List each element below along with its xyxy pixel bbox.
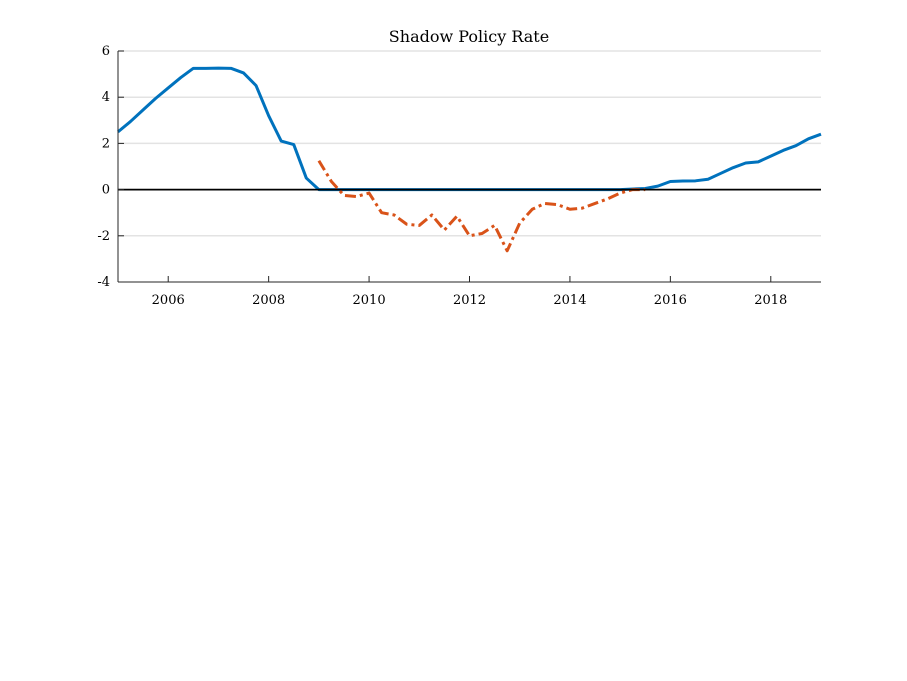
x-tick-label: 2008 [252,293,285,308]
series-line-2 [317,159,646,253]
y-axis-ticks: -4 -2 0 2 4 6 [97,44,124,290]
y-tick-label: 6 [102,44,110,59]
x-tick-label: 2016 [654,293,687,308]
y-tick-label: -4 [97,275,110,290]
x-tick-label: 2012 [453,293,486,308]
y-tick-label: 4 [102,90,110,105]
y-tick-label: 2 [102,136,110,151]
series-line-1 [117,66,822,192]
x-axis-ticks: 2006 2008 2010 2012 2014 2016 2018 [152,276,787,308]
x-tick-label: 2010 [353,293,386,308]
series-lines [117,66,822,253]
x-tick-label: 2018 [754,293,787,308]
axes [117,51,821,283]
x-tick-label: 2014 [553,293,586,308]
y-tick-label: -2 [97,229,110,244]
y-tick-label: 0 [102,183,110,198]
grid-lines [118,50,821,237]
x-tick-label: 2006 [152,293,185,308]
chart-title: Shadow Policy Rate [389,27,549,46]
